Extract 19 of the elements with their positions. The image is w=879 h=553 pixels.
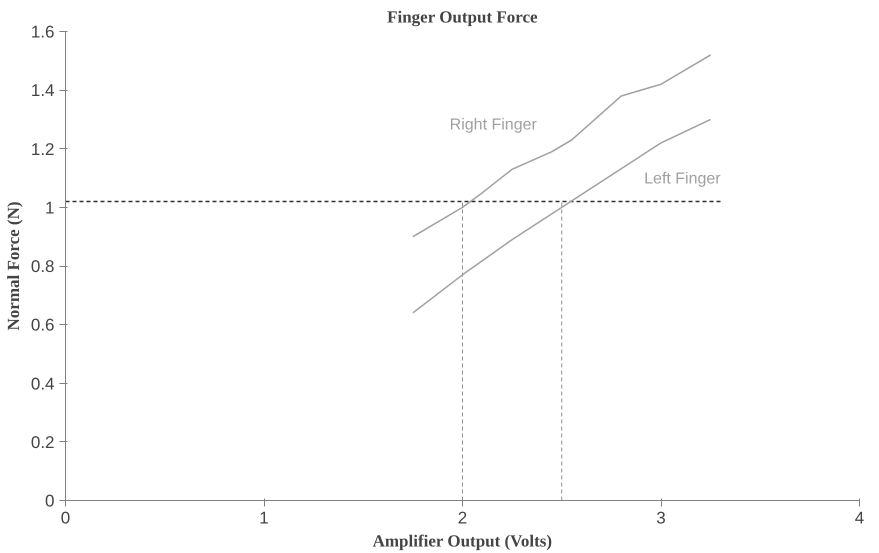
y-tick-label: 0.6 [30,316,55,335]
y-tick-label: 0 [45,492,55,510]
y-tick-label: 1 [45,198,55,218]
series-label: Right Finger [450,116,538,134]
chart-title: Finger Output Force [387,8,538,26]
series-label: Left Finger [644,170,722,188]
x-axis-title: Amplifier Output (Volts) [372,532,552,550]
x-tick-label: 0 [60,508,70,528]
y-axis-title: Normal Force (N) [4,201,23,331]
y-tick-label: 1.4 [30,81,55,100]
y-tick-label: 0.8 [30,257,55,276]
y-tick-label: 1.2 [30,140,55,159]
y-tick-label: 0.4 [30,374,55,394]
x-tick-label: 3 [656,508,666,528]
y-tick-label: 1.6 [30,22,55,42]
x-tick-label: 4 [854,508,864,528]
y-tick-label: 0.2 [30,432,55,452]
x-tick-label: 1 [259,508,269,528]
x-tick-label: 2 [458,508,468,528]
